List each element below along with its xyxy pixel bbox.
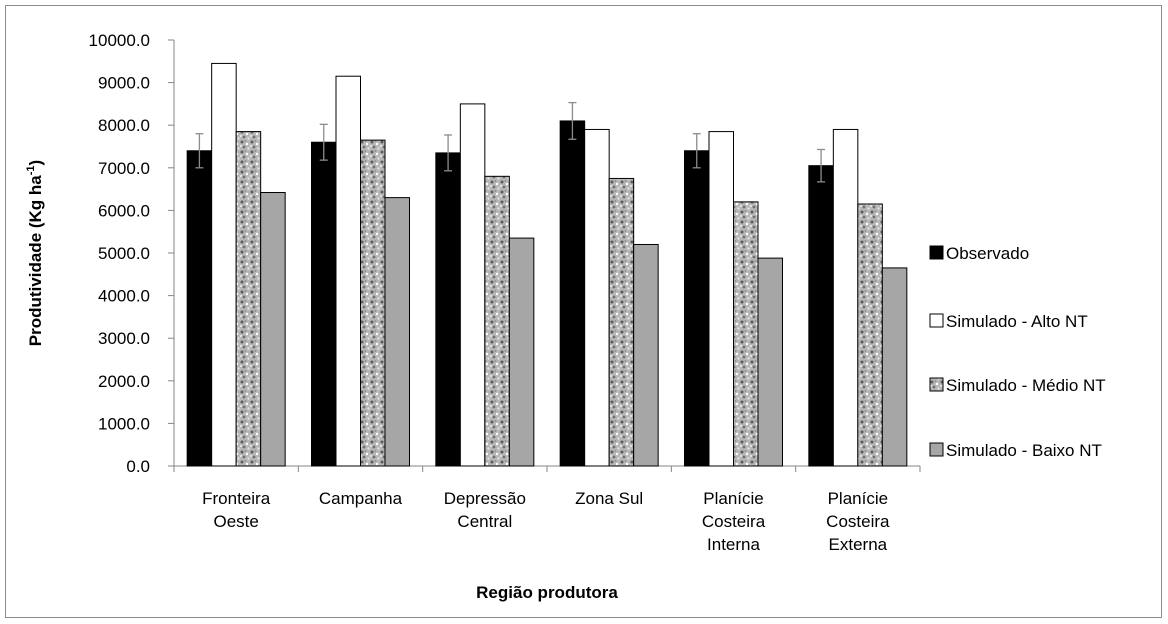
error-bar bbox=[692, 133, 701, 169]
bar-simulado-m-dio-nt bbox=[608, 177, 635, 467]
bar-observado bbox=[435, 152, 461, 467]
legend-item: Observado bbox=[929, 244, 1029, 263]
bar-simulado-m-dio-nt bbox=[235, 131, 262, 467]
bar-simulado-baixo-nt bbox=[508, 237, 535, 467]
error-bar bbox=[319, 123, 328, 161]
legend-swatch bbox=[929, 377, 944, 392]
legend-swatch bbox=[929, 313, 944, 328]
bar-simulado-alto-nt bbox=[584, 128, 610, 467]
bar-simulado-baixo-nt bbox=[757, 257, 783, 467]
x-tick-label: Planície Costeira Interna bbox=[702, 489, 766, 554]
x-tick-label: Depressão Central bbox=[444, 489, 526, 531]
legend-swatch bbox=[929, 442, 944, 457]
y-tick-label: 1000.0 bbox=[98, 414, 150, 433]
y-axis-title-close: ) bbox=[26, 160, 45, 166]
y-axis-title-sup: -1 bbox=[25, 165, 37, 175]
bar-simulado-alto-nt bbox=[459, 103, 486, 467]
bar-simulado-baixo-nt bbox=[881, 267, 908, 467]
y-tick-label: 10000.0 bbox=[89, 31, 150, 50]
legend-label: Simulado - Baixo NT bbox=[946, 441, 1102, 460]
y-axis-title-main: Produtividade (Kg ha bbox=[26, 175, 45, 347]
bar-simulado-alto-nt bbox=[211, 62, 237, 467]
bar-simulado-m-dio-nt bbox=[733, 201, 759, 467]
x-axis: Fronteira Oeste Campanha Depressão Central Zo… bbox=[202, 489, 890, 554]
y-axis-title: Produtividade (Kg ha-1) bbox=[25, 160, 45, 346]
plot-area bbox=[173, 62, 921, 472]
bar-observado bbox=[559, 120, 586, 467]
x-tick-label: Planície Costeira Externa bbox=[826, 489, 890, 554]
y-tick-label: 4000.0 bbox=[98, 287, 150, 306]
y-tick-label: 7000.0 bbox=[98, 159, 150, 178]
legend-swatch bbox=[929, 245, 944, 260]
y-tick-label: 5000.0 bbox=[98, 244, 150, 263]
x-tick-label: Zona Sul bbox=[575, 489, 643, 508]
legend-item: Simulado - Alto NT bbox=[929, 312, 1088, 331]
legend-label: Simulado - Alto NT bbox=[946, 312, 1088, 331]
bar-simulado-alto-nt bbox=[335, 75, 361, 467]
bar-simulado-alto-nt bbox=[832, 128, 859, 467]
bar-simulado-m-dio-nt bbox=[484, 175, 510, 467]
x-tick-label: Campanha bbox=[319, 489, 403, 508]
y-axis: 0.0 1000.0 2000.0 3000.0 4000.0 5000.0 6000.0 7… bbox=[89, 31, 175, 476]
error-bar bbox=[195, 133, 204, 169]
legend-item: Simulado - Baixo NT bbox=[929, 441, 1102, 460]
bar-simulado-m-dio-nt bbox=[360, 139, 386, 467]
bar-observado bbox=[186, 150, 213, 467]
y-tick-label: 2000.0 bbox=[98, 372, 150, 391]
bar-simulado-baixo-nt bbox=[633, 243, 659, 467]
error-bar bbox=[444, 134, 453, 172]
bar-simulado-m-dio-nt bbox=[857, 203, 883, 467]
y-tick-label: 3000.0 bbox=[98, 329, 150, 348]
legend-label: Simulado - Médio NT bbox=[946, 376, 1106, 395]
bar-simulado-baixo-nt bbox=[384, 197, 410, 467]
x-tick-label: Fronteira Oeste bbox=[202, 489, 271, 531]
y-tick-label: 0.0 bbox=[126, 457, 150, 476]
x-axis-title: Região produtora bbox=[476, 583, 618, 602]
y-tick-label: 6000.0 bbox=[98, 201, 150, 220]
bar-observado bbox=[808, 165, 834, 467]
bar-observado bbox=[684, 150, 710, 467]
error-bar bbox=[817, 148, 826, 183]
error-bar bbox=[568, 101, 577, 140]
legend-label: Observado bbox=[946, 244, 1029, 263]
y-tick-label: 8000.0 bbox=[98, 116, 150, 135]
bar-observado bbox=[311, 141, 337, 467]
y-tick-label: 9000.0 bbox=[98, 74, 150, 93]
bar-simulado-alto-nt bbox=[708, 131, 734, 467]
bar-simulado-baixo-nt bbox=[260, 192, 286, 467]
legend-item: Simulado - Médio NT bbox=[929, 376, 1106, 395]
y-axis-title-text: Produtividade (Kg ha-1) bbox=[25, 160, 45, 346]
legend: Observado Simulado - Alto NT Simulado - Mé… bbox=[929, 244, 1106, 460]
